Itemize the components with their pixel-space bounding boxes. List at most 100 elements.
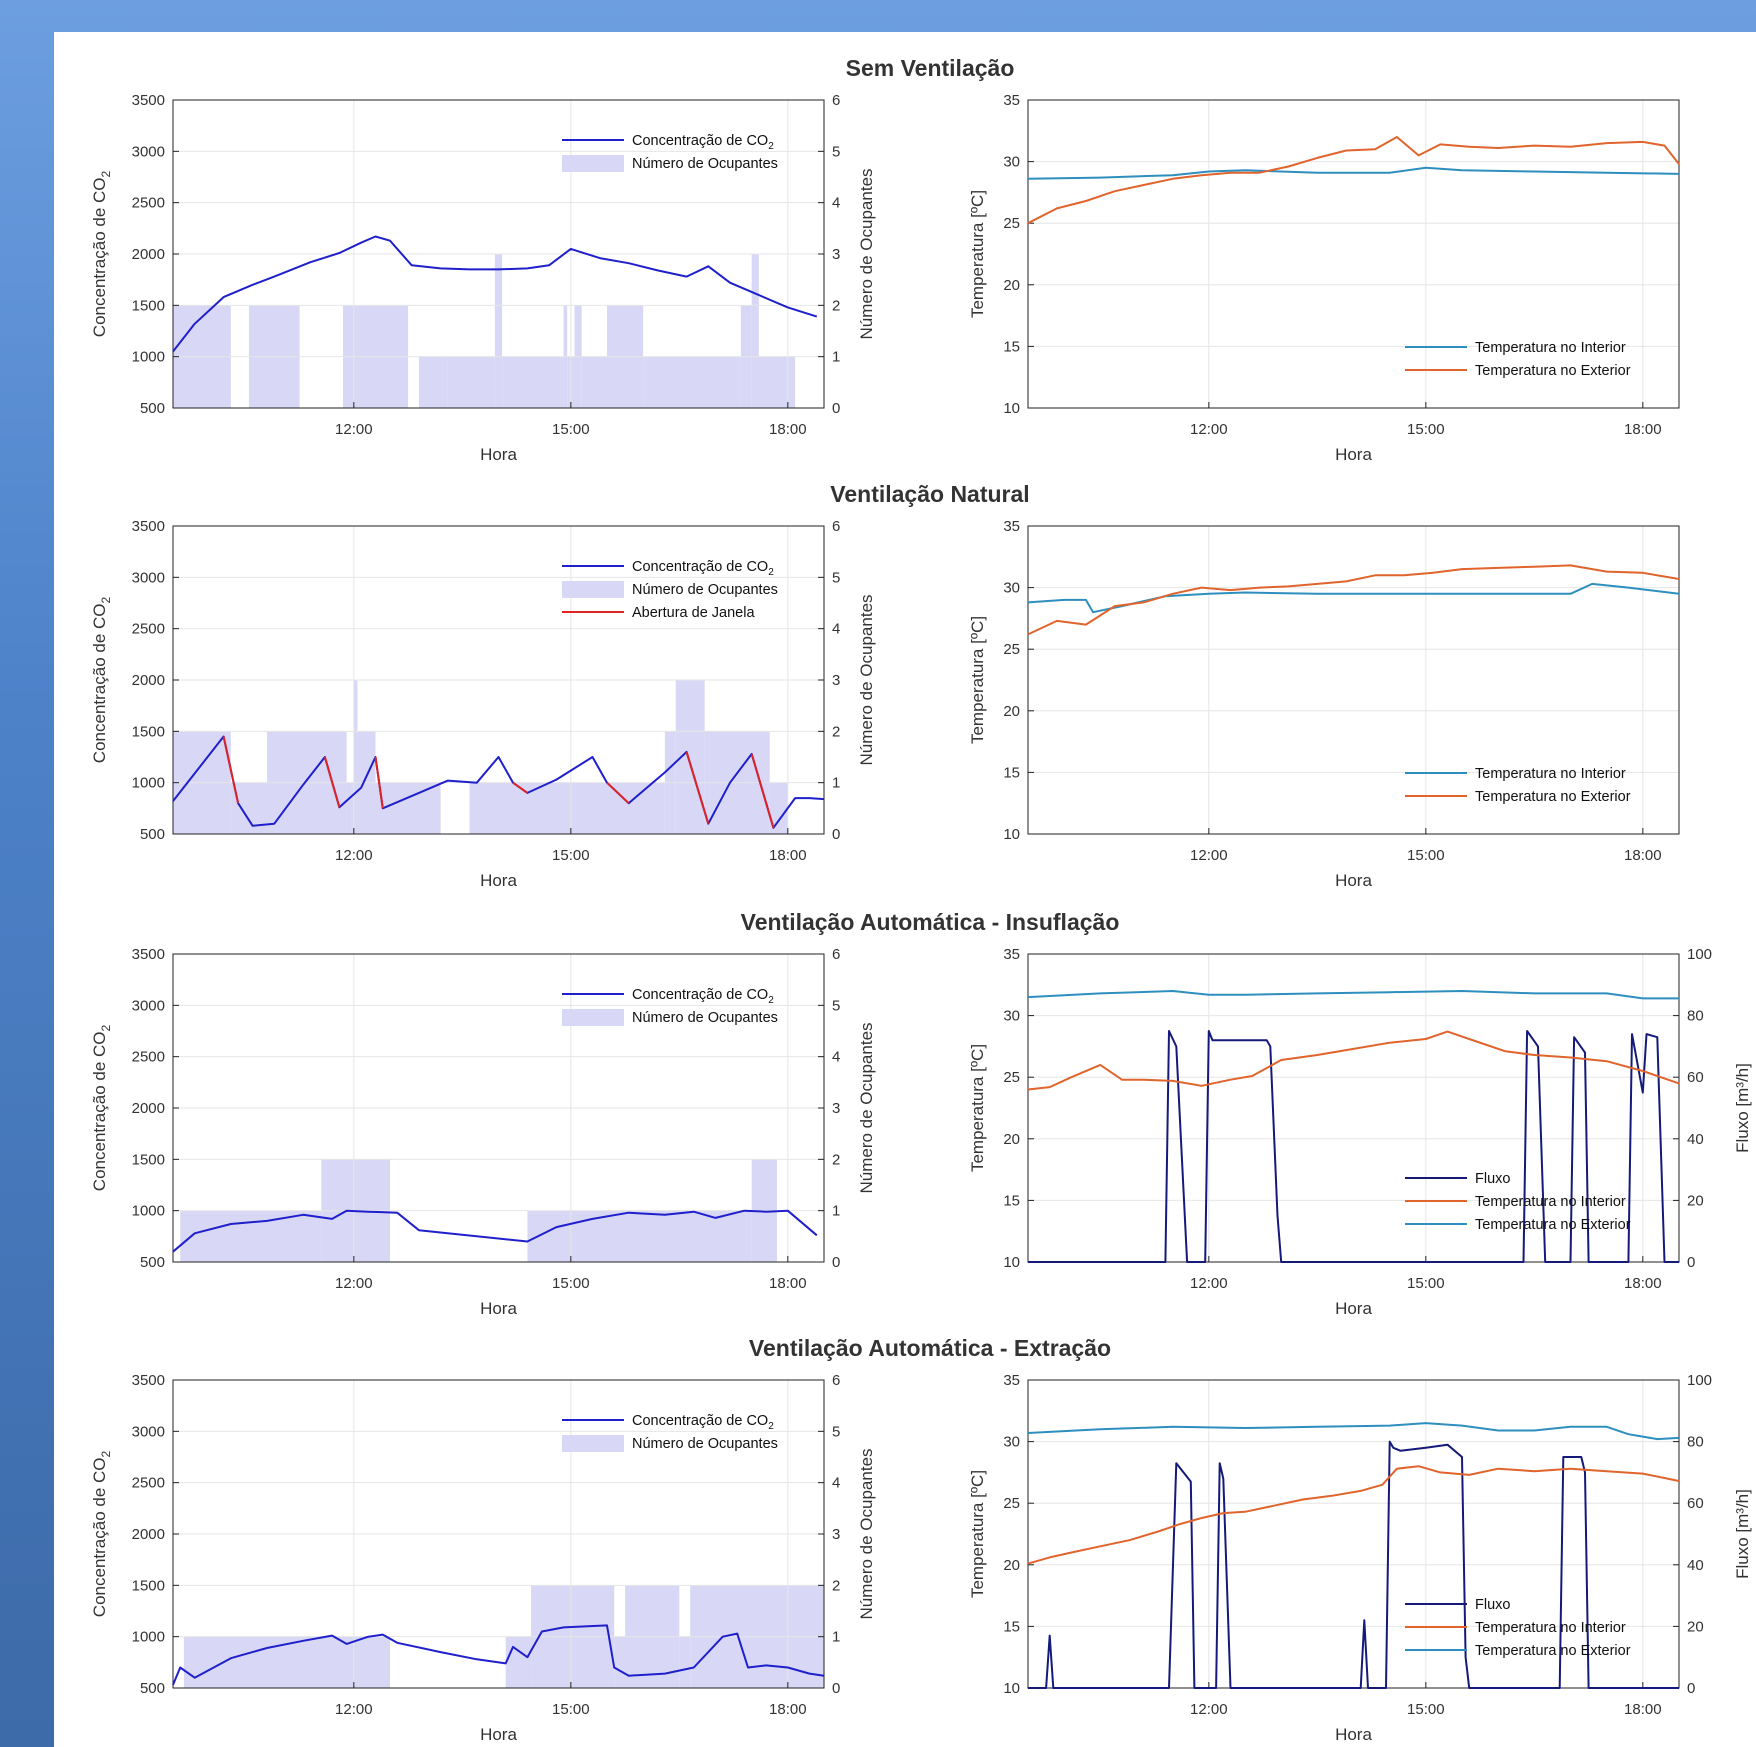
occupants-bar — [418, 356, 448, 408]
y2-tick-label: 3 — [832, 1100, 840, 1117]
legend-patch-occupants — [562, 1435, 624, 1452]
temperature-exterior-line — [1027, 136, 1680, 225]
y2-tick-label: 5 — [832, 569, 840, 586]
legend-label-temp-exterior: Temperatura no Exterior — [1475, 1643, 1631, 1659]
y-tick-label: 3000 — [132, 143, 165, 160]
window-opening-line — [222, 736, 240, 804]
y2-tick-label: 4 — [832, 1475, 840, 1492]
window-opening-line — [374, 756, 384, 809]
y-tick-label: 35 — [1003, 946, 1020, 963]
legend-label-window: Abertura de Janela — [632, 605, 755, 621]
x-tick-label: 12:00 — [335, 1701, 373, 1718]
temperature-plot-3: 12:00 15:00 18:00 Hora 10 15 20 25 30 35 0 20 40 60 80… — [968, 946, 1752, 1318]
x-tick-label: 18:00 — [1624, 847, 1662, 864]
occupants-y-axis-label: Número de Ocupantes — [857, 1022, 876, 1193]
y2-tick-label: 1 — [832, 1629, 840, 1646]
x-tick-label: 18:00 — [769, 847, 807, 864]
y-tick-label: 1000 — [132, 1629, 165, 1646]
temperature-plot-4: 12:00 15:00 18:00 Hora 10 15 20 25 30 35 0 20 40 60 80… — [968, 1372, 1752, 1744]
y2-tick-label: 6 — [832, 946, 840, 963]
legend-patch-occupants — [562, 581, 624, 598]
x-tick-label: 15:00 — [1407, 421, 1445, 438]
y-tick-label: 500 — [140, 1680, 165, 1697]
y-tick-label: 35 — [1003, 518, 1020, 535]
occupants-bar — [469, 782, 665, 834]
x-tick-label: 18:00 — [1624, 1275, 1662, 1292]
y2-tick-label: 20 — [1687, 1618, 1704, 1635]
temperature-y-axis-label: Temperatura [ºC] — [968, 616, 987, 744]
occupants-bar — [183, 1636, 390, 1688]
y-tick-label: 30 — [1003, 1434, 1020, 1451]
y-tick-label: 500 — [140, 826, 165, 843]
y-tick-label: 15 — [1003, 338, 1020, 355]
legend-label-occupants: Número de Ocupantes — [632, 1436, 778, 1452]
co2-plot-3: 12:00 15:00 18:00Hora500100015002000250030… — [90, 946, 876, 1318]
y2-tick-label: 100 — [1687, 946, 1712, 963]
legend-label-temp-interior: Temperatura no Interior — [1475, 1620, 1626, 1636]
occupants-bar — [679, 1636, 691, 1688]
flow-line — [1028, 1030, 1679, 1263]
y-tick-label: 1000 — [132, 349, 165, 366]
occupants-bar — [614, 1636, 626, 1688]
y-tick-label: 15 — [1003, 1192, 1020, 1209]
y-tick-label: 35 — [1003, 92, 1020, 109]
figure-panel — [54, 32, 1756, 1747]
y2-tick-label: 6 — [832, 92, 840, 109]
y2-tick-label: 0 — [832, 1254, 840, 1271]
y-tick-label: 30 — [1003, 1008, 1020, 1025]
temperature-interior-line — [1027, 1030, 1680, 1091]
y-tick-label: 10 — [1003, 400, 1020, 417]
y-tick-label: 10 — [1003, 826, 1020, 843]
legend-label-occupants: Número de Ocupantes — [632, 582, 778, 598]
y2-tick-label: 0 — [832, 826, 840, 843]
y-tick-label: 3500 — [132, 92, 165, 109]
y2-tick-label: 4 — [832, 195, 840, 212]
temperature-y-axis-label: Temperatura [ºC] — [968, 1470, 987, 1598]
occupants-y-axis-label: Número de Ocupantes — [857, 168, 876, 339]
x-tick-label: 15:00 — [1407, 847, 1445, 864]
legend-label-occupants: Número de Ocupantes — [632, 1010, 778, 1026]
y2-tick-label: 20 — [1687, 1192, 1704, 1209]
y-tick-label: 3500 — [132, 1372, 165, 1389]
y2-tick-label: 4 — [832, 1049, 840, 1066]
x-tick-label: 18:00 — [1624, 1701, 1662, 1718]
x-axis-label: Hora — [1335, 445, 1372, 464]
row-title-4: Ventilação Automática - Extração — [749, 1335, 1111, 1361]
occupants-bar — [346, 782, 354, 834]
y2-tick-label: 1 — [832, 1203, 840, 1220]
flow-y-axis-label: Fluxo [m³/h] — [1733, 1063, 1752, 1153]
x-tick-label: 12:00 — [335, 421, 373, 438]
y-tick-label: 1500 — [132, 1151, 165, 1168]
row-title-1: Sem Ventilação — [846, 55, 1015, 81]
y-tick-label: 2000 — [132, 672, 165, 689]
y-tick-label: 3000 — [132, 569, 165, 586]
x-tick-label: 15:00 — [552, 1701, 590, 1718]
occupants-bar — [505, 1636, 532, 1688]
plot-frame-right-3 — [1027, 953, 1680, 1263]
co2-y-axis-label: Concentração de CO2 — [90, 1024, 113, 1191]
y2-tick-label: 80 — [1687, 1008, 1704, 1025]
occupants-bar — [758, 356, 796, 408]
legend-label-flow: Fluxo — [1475, 1171, 1510, 1187]
occupants-bar — [581, 356, 607, 408]
window-opening-line — [685, 751, 710, 824]
y2-tick-label: 40 — [1687, 1557, 1704, 1574]
y-tick-label: 35 — [1003, 1372, 1020, 1389]
temperature-exterior-line — [1027, 564, 1680, 636]
y2-tick-label: 0 — [832, 400, 840, 417]
temperature-interior-line — [1027, 582, 1680, 614]
temperature-interior-line — [1027, 166, 1680, 180]
occupants-y-axis-label: Número de Ocupantes — [857, 594, 876, 765]
y2-tick-label: 6 — [832, 518, 840, 535]
y-tick-label: 2500 — [132, 621, 165, 638]
temperature-y-axis-label: Temperatura [ºC] — [968, 1044, 987, 1172]
y2-tick-label: 1 — [832, 349, 840, 366]
y-tick-label: 3500 — [132, 518, 165, 535]
legend-label-occupants: Número de Ocupantes — [632, 156, 778, 172]
co2-y-axis-label: Concentração de CO2 — [90, 596, 113, 763]
temperature-exterior-line — [1027, 990, 1679, 1000]
occupants-bar — [494, 254, 503, 408]
y-tick-label: 1500 — [132, 723, 165, 740]
y-tick-label: 2500 — [132, 1049, 165, 1066]
plot-frame-right-2 — [1027, 525, 1680, 835]
